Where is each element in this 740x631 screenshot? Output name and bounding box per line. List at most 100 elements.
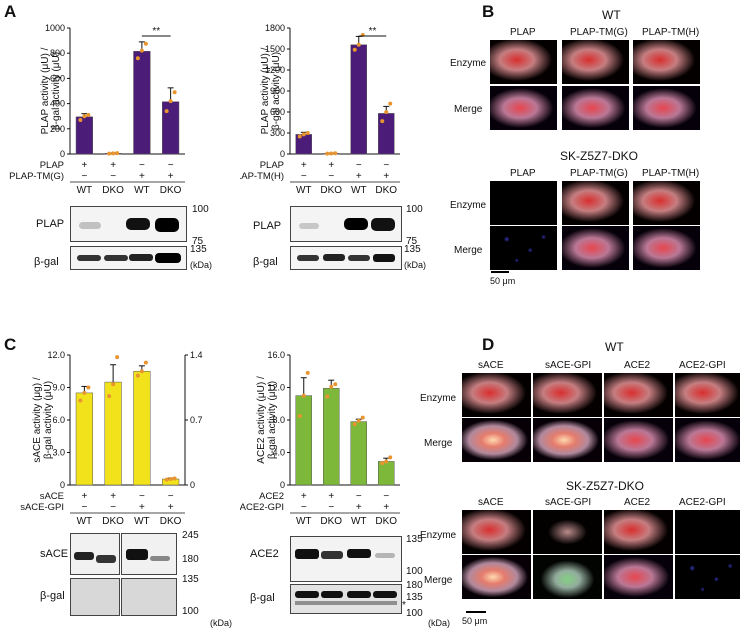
y-tick-label: 1500 [265, 44, 285, 54]
scale-bar [491, 271, 509, 273]
panel-d-row-merge-dko: Merge [424, 575, 453, 586]
row-sign-2: + [383, 171, 389, 182]
y-tick-label-right: 0.7 [190, 415, 203, 425]
data-point [297, 134, 302, 139]
image-tile [462, 510, 531, 554]
data-point [139, 48, 144, 53]
kda-label: (kDa) [428, 618, 450, 628]
data-point [107, 151, 112, 156]
row-sign-2: + [356, 171, 362, 182]
data-point [115, 151, 120, 156]
group-label: WT [77, 185, 93, 196]
blot-label-plap: PLAP [253, 220, 282, 232]
panel-b-col-3-dko: PLAP-TM(H) [642, 168, 700, 179]
group-label: WT [77, 516, 93, 527]
data-point [139, 369, 144, 374]
panel-d-col-2: sACE-GPI [545, 360, 592, 371]
y-tick-label: 3.0 [52, 448, 65, 458]
y-tick-label: 800 [50, 48, 65, 58]
image-tile [675, 555, 740, 599]
blot-strip-top-b [121, 533, 177, 575]
row-label-2: PLAP-TM(G) [9, 171, 64, 182]
image-tile [533, 555, 602, 599]
panel-d-col-2-dko: sACE-GPI [545, 497, 592, 508]
group-label: DKO [102, 516, 124, 527]
panel-c-chart-1: 0 3.0 6.0 9.0 12.0 0 0.7 1.4 sACE activity (μg) … [20, 350, 203, 527]
image-tile [490, 86, 557, 130]
data-point [388, 101, 393, 106]
row-sign-1: + [328, 491, 334, 502]
y-tick-label: 12.0 [47, 350, 65, 360]
bar-wt [75, 392, 93, 486]
y-tick-label: 12.0 [267, 383, 285, 393]
row-sign-2: − [110, 171, 116, 182]
data-point [305, 131, 310, 135]
scale-label-d: 50 μm [462, 616, 488, 626]
group-label: DKO [160, 185, 182, 196]
image-tile [675, 510, 740, 554]
row-sign-2: + [139, 502, 145, 513]
mw-135: 135 [190, 244, 207, 255]
image-tile [633, 40, 700, 84]
y-tick-label: 300 [270, 128, 285, 138]
blot-strip-top [290, 536, 402, 582]
blot-label-bgal: β-gal [250, 592, 275, 604]
row-sign-1: + [110, 491, 116, 502]
data-point [86, 112, 91, 117]
image-tile [490, 40, 557, 84]
data-point [164, 109, 169, 114]
data-point [380, 461, 385, 466]
y-tick-label: 9.0 [52, 383, 65, 393]
image-tile [462, 555, 531, 599]
scale-label: 50 μm [490, 276, 516, 286]
mw-100: 100 [192, 204, 209, 215]
row-sign-2: − [301, 502, 307, 513]
row-sign-2: − [81, 502, 87, 513]
data-point [143, 41, 148, 46]
group-label: DKO [102, 185, 124, 196]
bar-wt [133, 371, 151, 486]
row-sign-2: − [81, 171, 87, 182]
y-axis-label: β-gal activity (μU) [43, 381, 54, 459]
mw-100: 100 [406, 204, 423, 215]
bar-wt [350, 421, 367, 486]
data-point [135, 56, 140, 61]
kda-label: (kDa) [404, 260, 426, 270]
y-axis-label: ACE2 activity (μU) / [256, 376, 267, 464]
row-sign-1: − [356, 160, 362, 171]
blot-strip-top-a [70, 533, 120, 575]
group-label: DKO [320, 185, 342, 196]
mw-135-top: 135 [406, 534, 423, 545]
row-label-1: sACE [40, 491, 64, 502]
panel-b-row-merge: Merge [454, 104, 483, 115]
row-sign-2: − [328, 502, 334, 513]
panel-b-col-3: PLAP-TM(H) [642, 27, 700, 38]
y-tick-label: 16.0 [267, 350, 285, 360]
mw-100-bottom: 100 [406, 608, 423, 619]
data-point [86, 385, 91, 390]
sig-label: ** [369, 26, 377, 37]
blot-label-plap: PLAP [36, 218, 65, 230]
data-point [305, 370, 310, 375]
mw-180: 180 [182, 554, 199, 565]
y-axis-label: β-gal activity (μU) [271, 52, 282, 130]
row-sign-1: + [328, 160, 334, 171]
bar-dko [162, 101, 180, 155]
data-point [329, 151, 334, 156]
data-point [388, 455, 393, 460]
mw-100-top: 100 [406, 566, 423, 577]
row-label-1: PLAP [260, 160, 284, 171]
y-tick-label: 200 [50, 124, 65, 134]
row-label-1: ACE2 [259, 491, 284, 502]
blot-strip-bottom [290, 246, 402, 270]
y-axis-label: β-gal activity (μU) [51, 52, 62, 130]
panel-c-letter: C [4, 335, 17, 354]
mw-135: 135 [404, 244, 421, 255]
blot-c2: ACE2 β-gal 135 100 180 135 * 100 (kDa) [240, 530, 470, 631]
y-tick-label: 900 [270, 86, 285, 96]
mw-245: 245 [182, 530, 199, 541]
data-point [356, 418, 361, 423]
panel-b-col-2: PLAP-TM(G) [570, 27, 628, 38]
panel-d-col-1: sACE [478, 360, 504, 371]
panel-d-col-4: ACE2-GPI [679, 360, 726, 371]
